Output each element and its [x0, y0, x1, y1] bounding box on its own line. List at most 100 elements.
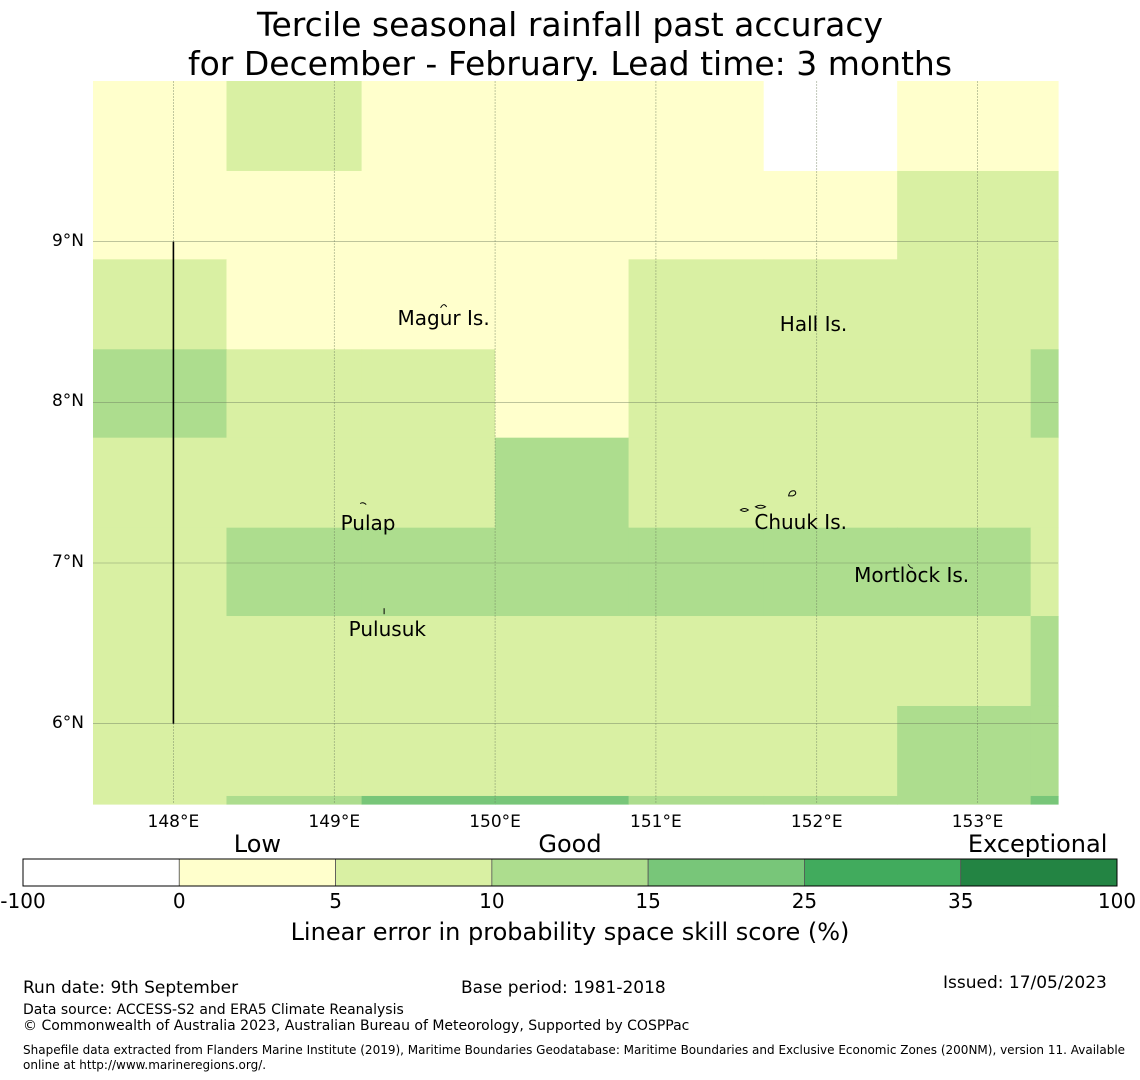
map-cell: [361, 437, 496, 529]
island-label: Mortlock Is.: [854, 562, 970, 587]
map-cell: [628, 705, 765, 797]
map-cell: [361, 349, 496, 439]
map-cell: [93, 795, 228, 805]
chart-title-line-1: Tercile seasonal rainfall past accuracy: [256, 5, 884, 44]
map-cell: [1030, 616, 1059, 707]
shapefile-credit-line-1: Shapefile data extracted from Flanders M…: [23, 1043, 1126, 1057]
colorbar-category-label: Low: [233, 830, 282, 858]
skill-map: [93, 81, 1059, 805]
map-cell: [495, 81, 630, 172]
longitude-tick-label: 148°E: [147, 812, 200, 832]
longitude-tick-label: 150°E: [469, 812, 521, 832]
map-cell: [628, 81, 765, 172]
map-cell: [361, 616, 496, 707]
map-cell: [628, 170, 765, 260]
latitude-tick-label: 8°N: [51, 391, 84, 412]
island-label: Magur Is.: [397, 305, 490, 330]
colorbar-segment: [22, 858, 180, 887]
map-cell: [93, 170, 228, 260]
map-cell: [495, 259, 630, 350]
colorbar-boundary-label: 0: [172, 889, 186, 913]
map-cell: [1030, 349, 1059, 439]
map-cell: [897, 705, 1032, 797]
map-cell: [495, 705, 630, 797]
map-cell: [93, 616, 228, 707]
colorbar-boundary-label: 10: [479, 889, 505, 913]
map-cell: [1030, 437, 1059, 529]
map-cell: [93, 81, 228, 172]
map-cell: [763, 437, 898, 529]
map-cell: [763, 795, 898, 805]
map-cell: [628, 349, 765, 439]
island-outline: [359, 502, 367, 505]
map-cell: [763, 170, 898, 260]
map-cell: [361, 795, 496, 805]
colorbar-segment: [178, 858, 336, 887]
map-cell: [628, 437, 765, 529]
map-cell: [495, 616, 630, 707]
map-cell: [897, 259, 1032, 350]
chart-title-line-2: for December - February. Lead time: 3 mo…: [187, 44, 953, 83]
map-cell: [763, 81, 898, 172]
map-cell: [226, 527, 363, 617]
run-date: Run date: 9th September: [23, 978, 239, 998]
island-label: Pulusuk: [348, 617, 426, 642]
map-cell: [361, 81, 496, 172]
map-cell: [226, 81, 363, 172]
map-cell: [897, 170, 1032, 260]
map-cell: [93, 349, 228, 439]
island-outline: [788, 490, 797, 497]
colorbar-boundary-label: 35: [947, 889, 974, 913]
map-cell: [361, 705, 496, 797]
island-label: Pulap: [340, 511, 396, 536]
colorbar: [22, 858, 1118, 887]
map-cell: [628, 616, 765, 707]
map-cell: [763, 349, 898, 439]
colorbar-boundary-label: 15: [635, 889, 661, 913]
map-cell: [495, 527, 630, 617]
colorbar-frame: [22, 858, 1118, 887]
map-cell: [361, 170, 496, 260]
shapefile-credit-line-2: online at http://www.marineregions.org/.: [23, 1058, 267, 1072]
map-cell: [897, 795, 1032, 805]
map-cell: [93, 705, 228, 797]
map-cell: [763, 616, 898, 707]
island-outline: [907, 563, 914, 569]
colorbar-boundary-label: 5: [329, 889, 342, 913]
map-cell: [763, 527, 898, 617]
map-cell: [628, 259, 765, 350]
map-cell: [1030, 795, 1059, 805]
map-cell: [93, 527, 228, 617]
map-cell: [226, 170, 363, 260]
map-cell: [897, 437, 1032, 529]
colorbar-segment: [335, 858, 493, 887]
map-cell: [93, 259, 228, 350]
island-outline: [739, 507, 750, 512]
map-cell: [226, 616, 363, 707]
map-cell: [897, 349, 1032, 439]
data-source: Data source: ACCESS-S2 and ERA5 Climate …: [23, 1002, 404, 1018]
colorbar-boundary-label: 25: [791, 889, 818, 913]
map-cell: [226, 259, 363, 350]
issued-date: Issued: 17/05/2023: [943, 973, 1107, 993]
map-cell: [93, 437, 228, 529]
map-cell: [495, 795, 630, 805]
colorbar-category-label: Good: [538, 830, 602, 858]
map-cell: [361, 259, 496, 350]
map-cell: [226, 795, 363, 805]
colorbar-title: Linear error in probability space skill …: [290, 918, 850, 946]
colorbar-boundary-label: -100: [0, 889, 46, 913]
colorbar-segment: [647, 858, 805, 887]
latitude-tick-label: 7°N: [51, 552, 84, 572]
map-cell: [897, 81, 1032, 172]
map-cell: [226, 705, 363, 797]
latitude-tick-label: 6°N: [51, 712, 84, 733]
colorbar-segment: [804, 858, 962, 887]
map-cell: [495, 170, 630, 260]
map-cell: [1030, 170, 1059, 260]
longitude-tick-label: 151°E: [630, 812, 682, 832]
map-cell: [226, 437, 363, 529]
map-cell: [628, 795, 765, 805]
map-cell: [1030, 527, 1059, 617]
copyright: © Commonwealth of Australia 2023, Austra…: [23, 1018, 690, 1034]
